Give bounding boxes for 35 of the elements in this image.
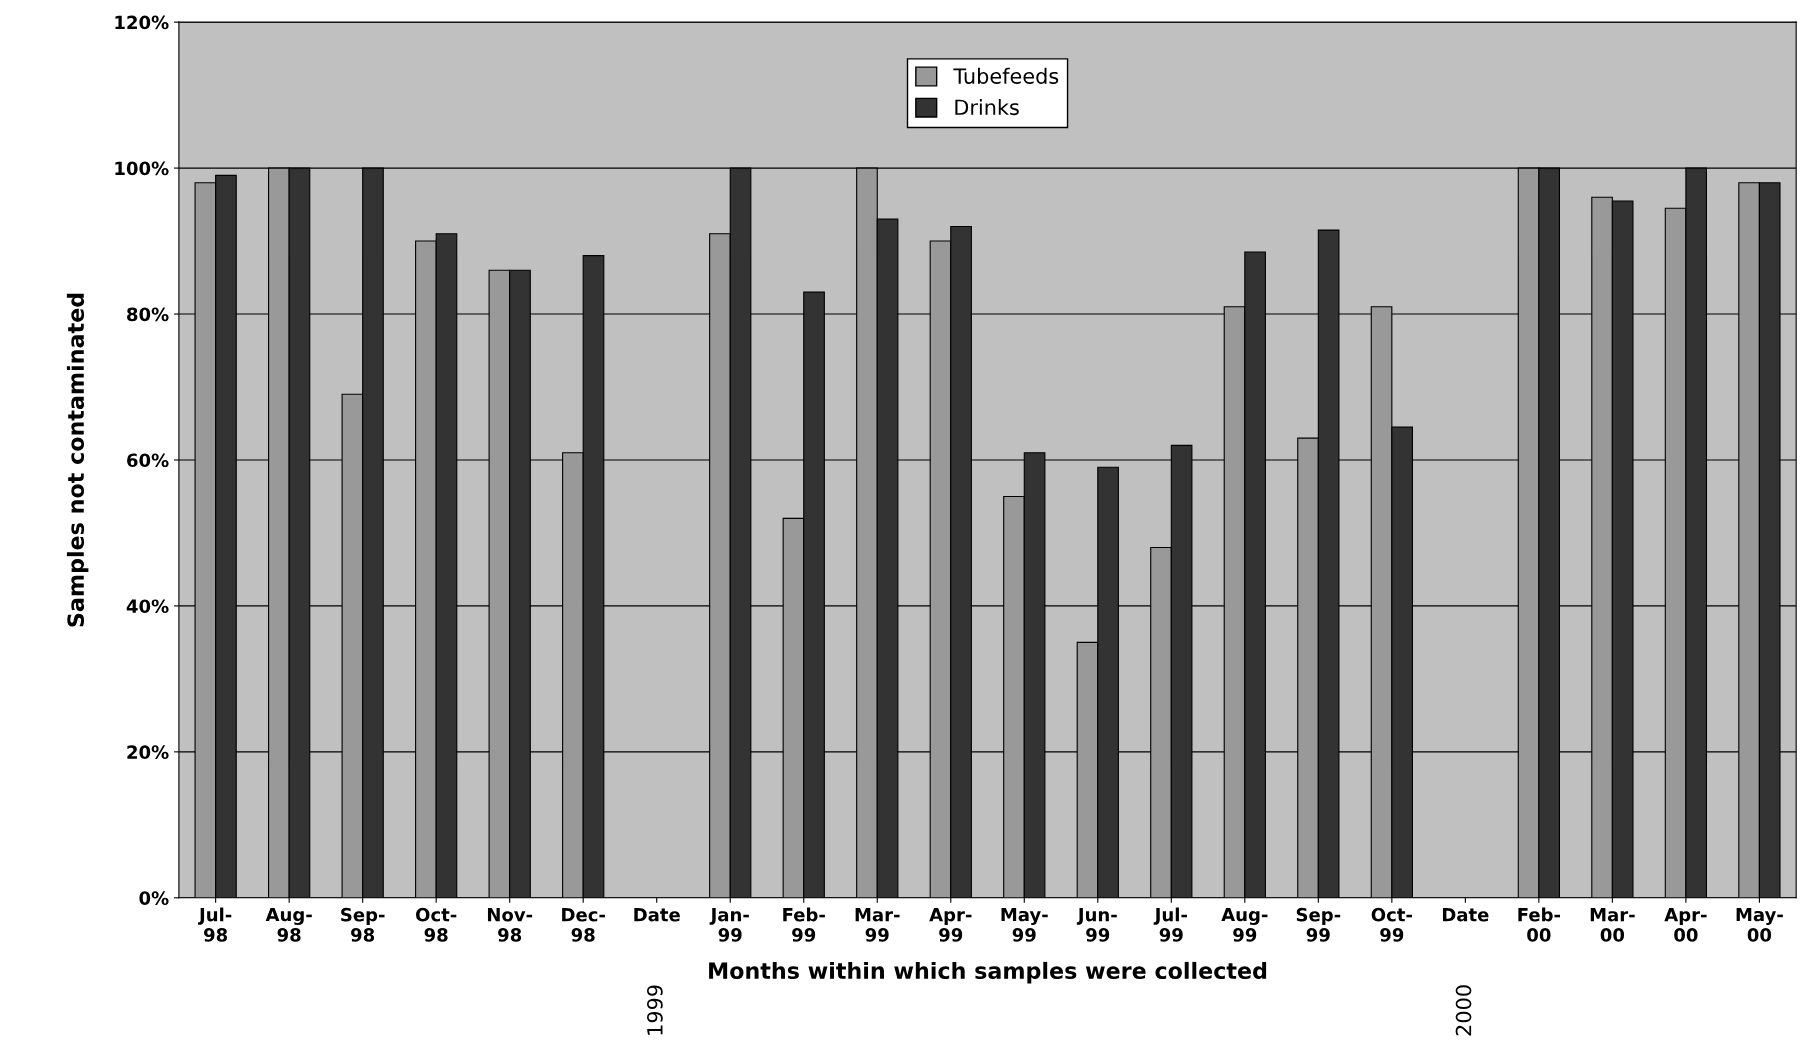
x-tick-label: Sep-99 [1296,907,1341,942]
y-tick-label: 120% [115,15,169,30]
x-tick-label: Jan-99 [709,908,749,942]
y-tick-label: 0% [139,891,169,905]
x-tick-label: Sep-98 [341,907,385,942]
y-axis-title: Samples not contaminated [66,293,89,627]
x-tick-label: Oct-99 [1371,907,1412,942]
x-tick-label: Mar-00 [1590,908,1635,942]
x-tick-label: Feb-99 [783,907,825,942]
x-tick-label: Apr-00 [1664,908,1707,942]
x-tick-label: Aug-99 [1221,907,1268,942]
x-axis-title: Months within which samples were collected [709,961,1267,984]
y-tick-label: 60% [127,453,169,468]
x-tick-label: Date [634,908,680,922]
legend-label: Tubefeeds [953,67,1059,84]
x-tick-label: Feb-00 [1518,907,1561,942]
x-tick-label: Nov-98 [487,908,533,942]
text: 2000 [1455,985,1472,1036]
x-tick-label: Oct-98 [416,907,457,942]
x-tick-label: May-00 [1736,907,1783,942]
text: 1999 [647,985,663,1035]
x-tick-label: May-99 [1001,907,1048,942]
y-tick-label: 40% [126,599,169,614]
x-tick-label: Aug-98 [265,907,312,942]
x-tick-label: Jul-99 [1153,907,1187,942]
legend-label: Drinks [955,99,1019,116]
x-tick-label: Date [1442,908,1489,922]
y-tick-label: 80% [127,307,169,322]
y-tick-label: 100% [115,161,169,176]
x-tick-label: Jun-99 [1076,908,1117,942]
x-tick-label: Jul-98 [198,907,232,942]
y-tick-label: 20% [127,745,169,759]
x-tick-label: Apr-99 [929,908,972,942]
x-tick-label: Dec-98 [562,908,605,942]
x-tick-label: Mar-99 [855,908,900,942]
